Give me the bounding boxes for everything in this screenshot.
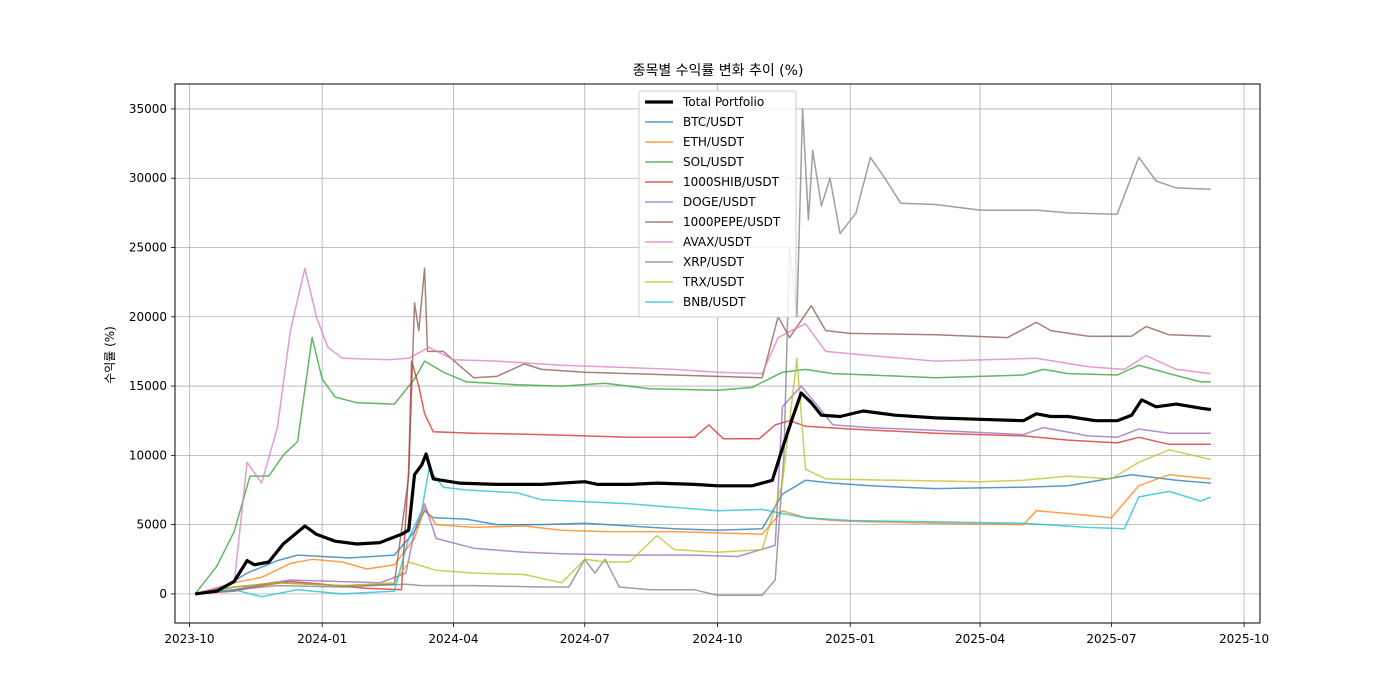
x-tick-label: 2025-10 (1219, 632, 1269, 646)
chart-title: 종목별 수익률 변화 추이 (%) (633, 63, 804, 79)
legend-label-total-portfolio: Total Portfolio (682, 95, 764, 109)
legend-label-trx-usdt: TRX/USDT (682, 275, 745, 289)
legend-label-sol-usdt: SOL/USDT (683, 155, 744, 169)
y-tick-label: 15000 (129, 379, 167, 393)
x-tick-label: 2024-04 (428, 632, 478, 646)
y-tick-label: 25000 (129, 241, 167, 255)
series-line-trx-usdt (195, 357, 1212, 595)
legend-label-bnb-usdt: BNB/USDT (683, 295, 746, 309)
series-line-eth-usdt (194, 473, 1211, 595)
series-line-doge-usdt (195, 385, 1211, 595)
y-tick-label: 0 (159, 587, 167, 601)
legend-box (638, 90, 797, 318)
x-tick-label: 2025-01 (825, 632, 875, 646)
x-tick-label: 2025-04 (955, 632, 1005, 646)
legend: Total Portfolio BTC/USDT ETH/USDT SOL/USDT 1… (638, 90, 797, 318)
legend-label-xrp-usdt: XRP/USDT (683, 255, 744, 269)
x-tick-label: 2024-01 (297, 632, 347, 646)
series-line-avax-usdt (194, 267, 1211, 595)
y-tick-label: 20000 (129, 310, 167, 324)
legend-label-avax-usdt: AVAX/USDT (683, 235, 752, 249)
legend-label-btc-usdt: BTC/USDT (683, 115, 744, 129)
series-line-total-portfolio (194, 391, 1212, 596)
series-line-btc-usdt (195, 473, 1211, 595)
legend-label-eth-usdt: ETH/USDT (683, 135, 745, 149)
y-axis-label: 수익률 (%) (103, 326, 117, 384)
legend-label-doge-usdt: DOGE/USDT (683, 195, 756, 209)
y-tick-label: 5000 (136, 518, 167, 532)
series-line-bnb-usdt (195, 468, 1212, 598)
x-tick-label: 2023-10 (164, 632, 214, 646)
y-tick-label: 30000 (129, 171, 167, 185)
series-line-1000shib-usdt (195, 360, 1211, 595)
x-tick-label: 2025-07 (1086, 632, 1136, 646)
series-line-sol-usdt (194, 336, 1211, 595)
y-tick-label: 35000 (129, 102, 167, 116)
legend-label-1000pepe-usdt: 1000PEPE/USDT (683, 215, 781, 229)
x-tick-label: 2024-07 (560, 632, 610, 646)
tick-layer: 2023-10 2024-01 2024-04 2024-07 2024-10 2025-… (129, 102, 1269, 646)
y-tick-label: 10000 (129, 448, 167, 462)
series-layer (194, 108, 1212, 598)
legend-label-1000shib-usdt: 1000SHIB/USDT (683, 175, 780, 189)
x-tick-label: 2024-10 (692, 632, 742, 646)
series-line-1000pepe-usdt (195, 267, 1211, 595)
